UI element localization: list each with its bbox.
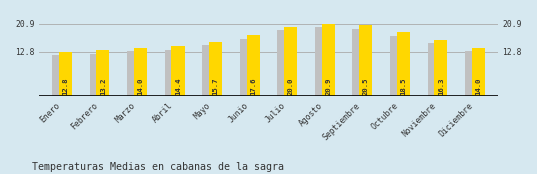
Text: 14.4: 14.4 xyxy=(175,77,181,95)
Bar xyxy=(171,46,185,96)
Text: 15.7: 15.7 xyxy=(213,77,219,95)
Text: 16.3: 16.3 xyxy=(438,77,444,95)
Bar xyxy=(284,27,297,96)
Text: 18.5: 18.5 xyxy=(401,77,407,95)
Bar xyxy=(96,50,110,96)
Bar xyxy=(246,35,260,96)
Text: 20.5: 20.5 xyxy=(363,77,369,95)
Bar xyxy=(359,25,372,96)
Text: 14.0: 14.0 xyxy=(475,77,482,95)
Text: 13.2: 13.2 xyxy=(100,77,106,95)
Bar xyxy=(352,29,366,96)
Bar xyxy=(90,54,103,96)
Text: 14.0: 14.0 xyxy=(137,77,143,95)
Bar xyxy=(127,51,140,96)
Bar xyxy=(465,51,478,96)
Text: 20.0: 20.0 xyxy=(288,77,294,95)
Bar xyxy=(434,40,447,96)
Bar xyxy=(397,32,410,96)
Bar xyxy=(315,27,328,96)
Text: 12.8: 12.8 xyxy=(62,77,68,95)
Bar xyxy=(52,55,65,96)
Bar xyxy=(472,48,485,96)
Bar xyxy=(240,39,253,96)
Bar xyxy=(59,52,72,96)
Bar xyxy=(322,24,335,96)
Bar xyxy=(202,45,215,96)
Bar xyxy=(390,36,403,96)
Bar xyxy=(134,48,147,96)
Bar xyxy=(427,43,441,96)
Bar xyxy=(277,30,291,96)
Text: Temperaturas Medias en cabanas de la sagra: Temperaturas Medias en cabanas de la sag… xyxy=(32,162,284,172)
Bar xyxy=(209,42,222,96)
Text: 17.6: 17.6 xyxy=(250,77,256,95)
Text: 20.9: 20.9 xyxy=(325,77,331,95)
Bar xyxy=(165,50,178,96)
